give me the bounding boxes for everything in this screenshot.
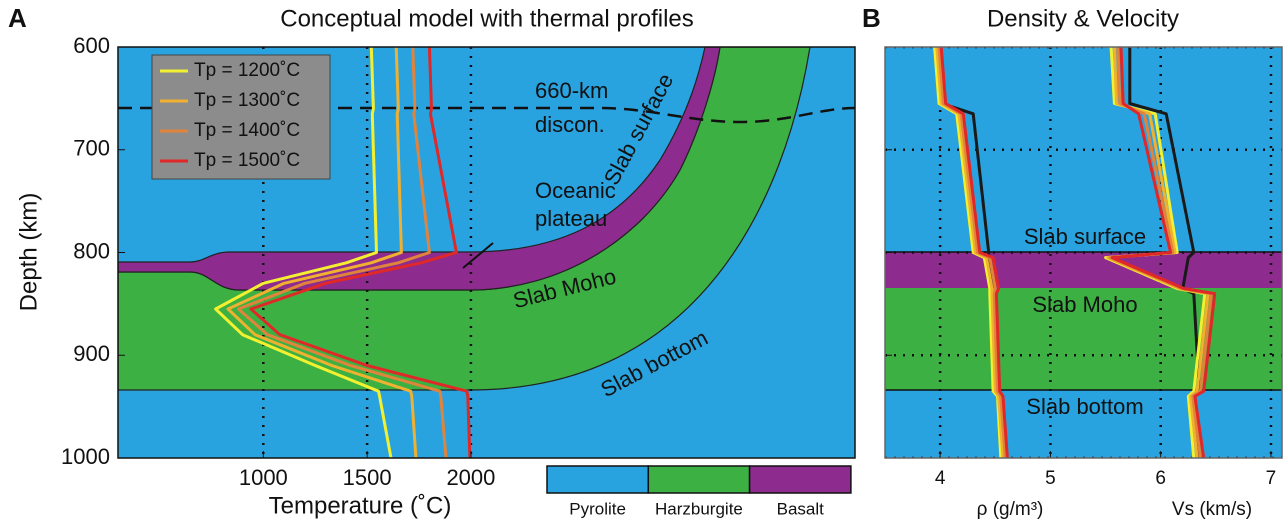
plot-area	[885, 47, 1282, 458]
harzburgite-region	[885, 288, 1282, 390]
y-tick-label: 600	[73, 33, 110, 58]
x-axis-label: Vs (km/s)	[1172, 499, 1252, 520]
annotation: Slab surface	[1024, 224, 1146, 249]
x-tick-label: 6	[1155, 468, 1166, 489]
region-label: Pyrolite	[569, 499, 626, 518]
discontinuity-line	[118, 106, 855, 124]
basalt-region	[885, 252, 1282, 288]
legend-label: Tp = 1200˚C	[194, 60, 300, 81]
legend-label: Tp = 1500˚C	[194, 150, 300, 171]
chart-title: Density & Velocity	[987, 5, 1179, 32]
legend-box	[151, 54, 331, 180]
panel-label: A	[8, 3, 27, 33]
chart-title: Conceptual model with thermal profiles	[280, 5, 694, 32]
annotation: 660-km	[535, 78, 608, 103]
profile-line	[214, 47, 393, 458]
annotation: discon.	[535, 112, 605, 137]
panel-label: B	[862, 3, 881, 33]
region-label: Harzburgite	[655, 499, 743, 518]
x-tick-label: 1500	[343, 465, 392, 490]
profile-line	[226, 47, 418, 458]
axes-frame	[884, 46, 1283, 459]
x-axis-label: Temperature (˚C)	[269, 492, 452, 519]
legend-label: Tp = 1300˚C	[194, 90, 300, 111]
x-axis-label: ρ (g/m³)	[977, 499, 1044, 520]
x-tick-label: 2000	[446, 465, 495, 490]
axes-frame	[117, 46, 856, 459]
y-tick-label: 900	[73, 341, 110, 366]
region-swatch	[647, 465, 751, 494]
profile-line	[236, 47, 448, 458]
annotation: Slab Moho	[1032, 292, 1137, 317]
y-tick-label: 800	[73, 238, 110, 263]
region-label: Basalt	[777, 499, 825, 518]
annotation: Oceanic	[535, 178, 616, 203]
profile-line	[1110, 47, 1217, 458]
profile-line	[249, 47, 472, 458]
y-tick-label: 1000	[61, 444, 110, 469]
plot-area	[118, 47, 855, 458]
x-tick-label: 5	[1045, 468, 1056, 489]
x-tick-label: 7	[1266, 468, 1277, 489]
annotation: plateau	[535, 206, 607, 231]
leader-line	[462, 242, 494, 269]
annotation: Slab bottom	[1026, 394, 1143, 419]
y-axis-label: Depth (km)	[15, 193, 42, 312]
x-tick-label: 1000	[239, 465, 288, 490]
legend-label: Tp = 1400˚C	[194, 120, 300, 141]
x-tick-label: 4	[935, 468, 946, 489]
region-swatch	[546, 465, 650, 494]
y-tick-label: 700	[73, 136, 110, 161]
region-swatch	[748, 465, 852, 494]
profile-line	[939, 47, 1009, 458]
